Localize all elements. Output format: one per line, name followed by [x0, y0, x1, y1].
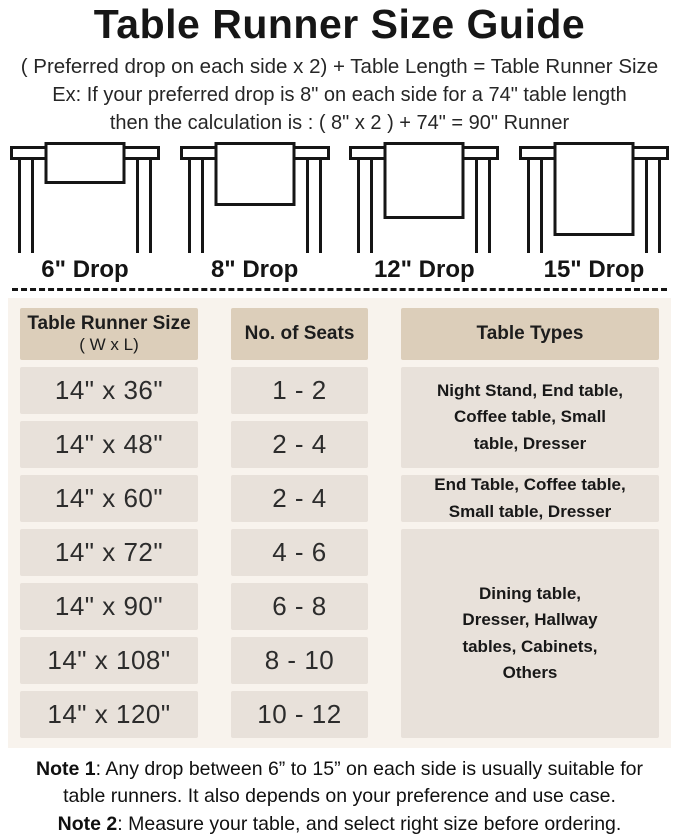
size-guide-table: Table Runner Size ( W x L) No. of Seats … — [8, 298, 671, 749]
note-1-text: : Any drop between 6” to 15” on each sid… — [63, 758, 644, 808]
table-leg-icon — [149, 160, 152, 254]
table-drop-illustration-6 — [10, 141, 160, 254]
seats-cell: 4 - 6 — [231, 529, 368, 577]
size-cell: 14" x 48" — [20, 421, 198, 469]
table-leg-icon — [187, 160, 191, 254]
table-drop-illustration-8 — [179, 141, 330, 254]
runner-drape-icon — [44, 142, 126, 185]
seats-cell: 1 - 2 — [231, 367, 368, 415]
drop-label-12: 12" Drop — [373, 256, 475, 284]
table-types-cell: End Table, Coffee table, Small table, Dr… — [401, 475, 659, 523]
runner-drape-icon — [553, 142, 635, 237]
table-leg-icon — [370, 160, 374, 254]
table-leg-icon — [31, 160, 34, 254]
note-2-text: : Measure your table, and select right s… — [117, 812, 622, 835]
header-runner-size-label: Table Runner Size — [27, 312, 191, 334]
drop-illustrations — [0, 141, 679, 254]
table-leg-icon — [318, 160, 322, 254]
note-1-label: Note 1 — [35, 758, 96, 781]
table-leg-icon — [200, 160, 204, 254]
note-2: Note 2: Measure your table, and select r… — [0, 811, 679, 838]
table-leg-icon — [136, 160, 139, 254]
seats-cell: 2 - 4 — [231, 421, 368, 469]
size-cell: 14" x 108" — [20, 637, 198, 685]
seats-cell: 8 - 10 — [231, 637, 368, 685]
example-line-1: Ex: If your preferred drop is 8" on each… — [52, 84, 627, 107]
drop-labels: 6" Drop 8" Drop 12" Drop 15" Drop — [0, 256, 679, 284]
table-drop-illustration-15 — [518, 141, 669, 254]
header-seats: No. of Seats — [231, 308, 368, 361]
table-leg-icon — [644, 160, 648, 254]
drop-label-8: 8" Drop — [210, 256, 299, 284]
size-cell: 14" x 36" — [20, 367, 198, 415]
example-line-2: then the calculation is : ( 8" x 2 ) + 7… — [109, 112, 570, 135]
note-2-label: Note 2 — [57, 812, 118, 835]
header-runner-size-sub: ( W x L) — [79, 335, 139, 355]
size-formula: ( Preferred drop on each side x 2) + Tab… — [20, 55, 659, 79]
drop-label-15: 15" Drop — [543, 256, 645, 284]
size-cell: 14" x 120" — [20, 691, 198, 739]
table-leg-icon — [657, 160, 661, 254]
table-leg-icon — [539, 160, 543, 254]
table-types-cell: Dining table, Dresser, Hallway tables, C… — [401, 529, 659, 739]
table-types-cell: Night Stand, End table, Coffee table, Sm… — [401, 367, 659, 469]
header-runner-size: Table Runner Size ( W x L) — [20, 308, 198, 361]
size-cell: 14" x 72" — [20, 529, 198, 577]
seats-cell: 2 - 4 — [231, 475, 368, 523]
runner-drape-icon — [214, 142, 296, 207]
table-drop-illustration-12 — [349, 141, 500, 254]
seats-cell: 10 - 12 — [231, 691, 368, 739]
runner-drape-icon — [383, 142, 465, 220]
seats-cell: 6 - 8 — [231, 583, 368, 631]
table-leg-icon — [488, 160, 492, 254]
note-1: Note 1: Any drop between 6” to 15” on ea… — [0, 756, 679, 811]
size-cell: 14" x 90" — [20, 583, 198, 631]
page-title: Table Runner Size Guide — [93, 1, 586, 47]
table-leg-icon — [526, 160, 530, 254]
table-leg-icon — [305, 160, 309, 254]
dashed-divider — [12, 288, 667, 292]
table-leg-icon — [475, 160, 479, 254]
drop-label-6: 6" Drop — [41, 256, 129, 284]
table-leg-icon — [18, 160, 21, 254]
size-cell: 14" x 60" — [20, 475, 198, 523]
header-table-types: Table Types — [401, 308, 659, 361]
table-leg-icon — [357, 160, 361, 254]
